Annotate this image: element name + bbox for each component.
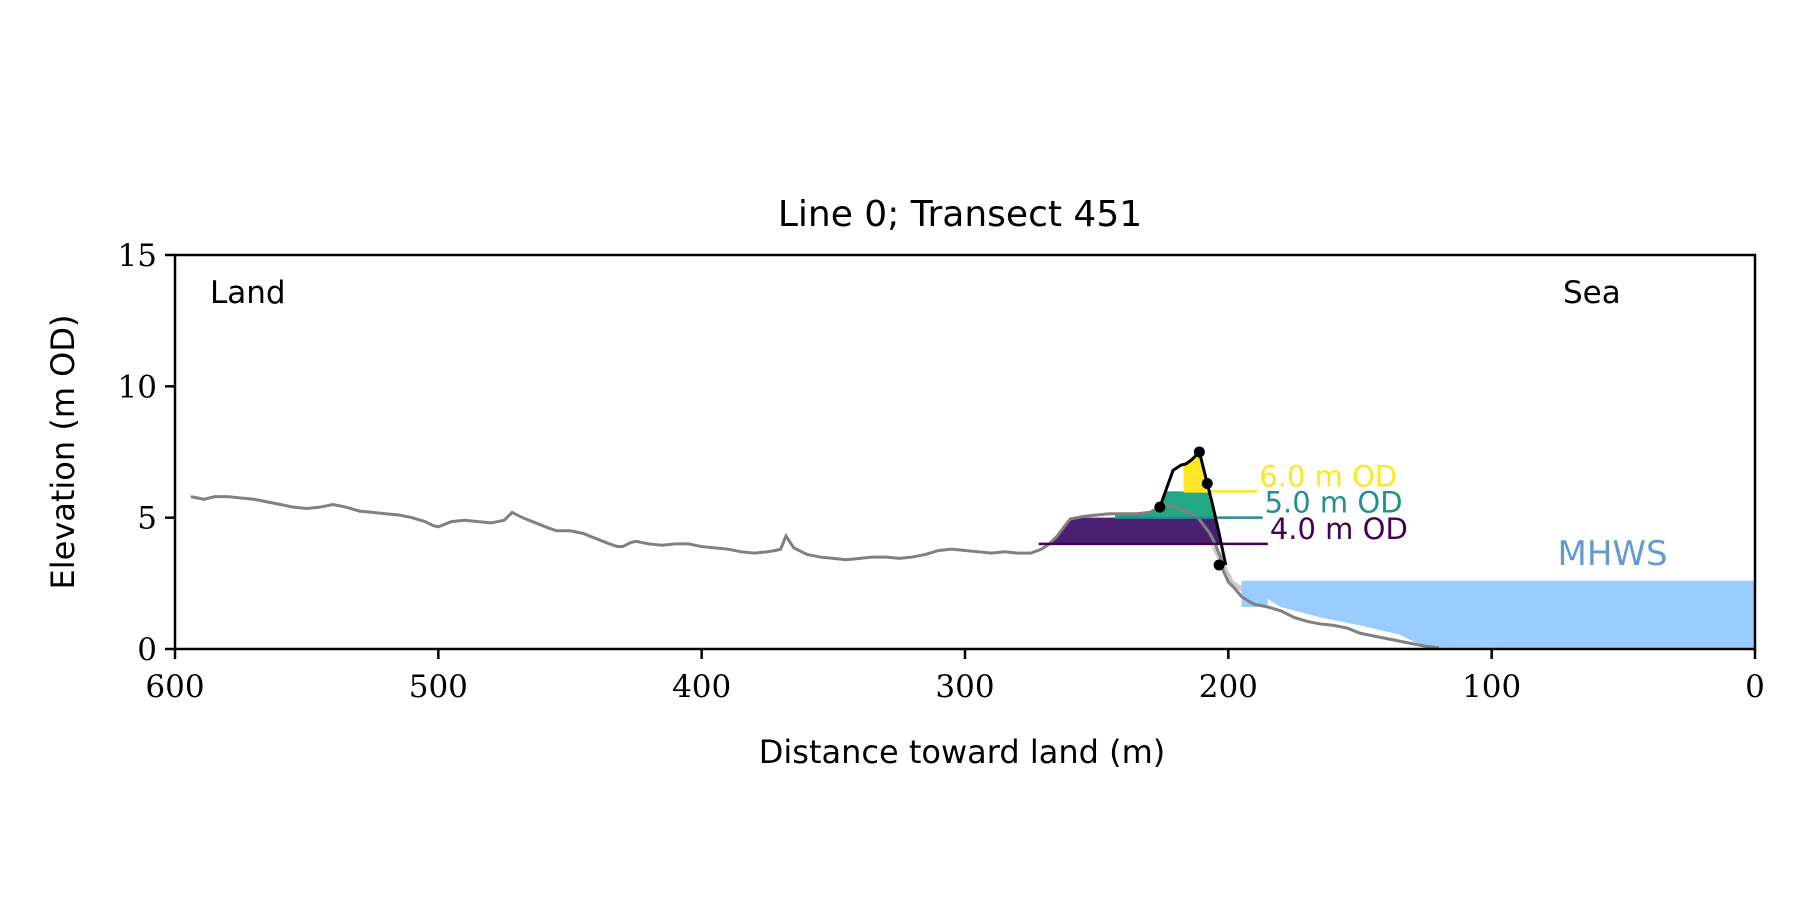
level-fill-4-0-m-od — [1051, 517, 1221, 544]
x-tick-label: 300 — [935, 669, 994, 705]
x-tick-label: 500 — [409, 669, 468, 705]
x-axis-label: Distance toward land (m) — [759, 733, 1165, 771]
x-tick-label: 400 — [672, 669, 731, 705]
cliff-marker-1 — [1154, 501, 1166, 513]
y-axis-label: Elevation (m OD) — [44, 315, 82, 590]
cliff-gap-shade — [1209, 543, 1242, 592]
mhws-label: MHWS — [1558, 534, 1668, 574]
mhws-sea-area — [1254, 580, 1755, 649]
level-label-5-0-m-od: 5.0 m OD — [1265, 486, 1403, 520]
sea-label: Sea — [1563, 275, 1621, 311]
cliff-marker-2 — [1193, 446, 1205, 458]
profile-line — [190, 495, 1440, 650]
cliff-marker-4 — [1213, 559, 1225, 571]
cliff-marker-3 — [1201, 478, 1213, 490]
level-label-4-0-m-od: 4.0 m OD — [1270, 512, 1408, 546]
cliff-line — [1158, 449, 1228, 566]
mhws-sea-area-edge — [1241, 580, 1268, 607]
x-tick-label: 0 — [1745, 669, 1765, 705]
land-label: Land — [210, 275, 286, 311]
x-tick-label: 200 — [1199, 669, 1258, 705]
y-tick-label: 5 — [137, 501, 157, 537]
y-tick-label: 0 — [137, 632, 157, 668]
y-tick-label: 10 — [118, 369, 157, 405]
x-tick-label: 600 — [145, 669, 204, 705]
y-tick-label: 15 — [118, 238, 157, 274]
chart-title: Line 0; Transect 451 — [778, 194, 1142, 235]
x-tick-label: 100 — [1462, 669, 1521, 705]
level-label-6-0-m-od: 6.0 m OD — [1259, 459, 1397, 493]
